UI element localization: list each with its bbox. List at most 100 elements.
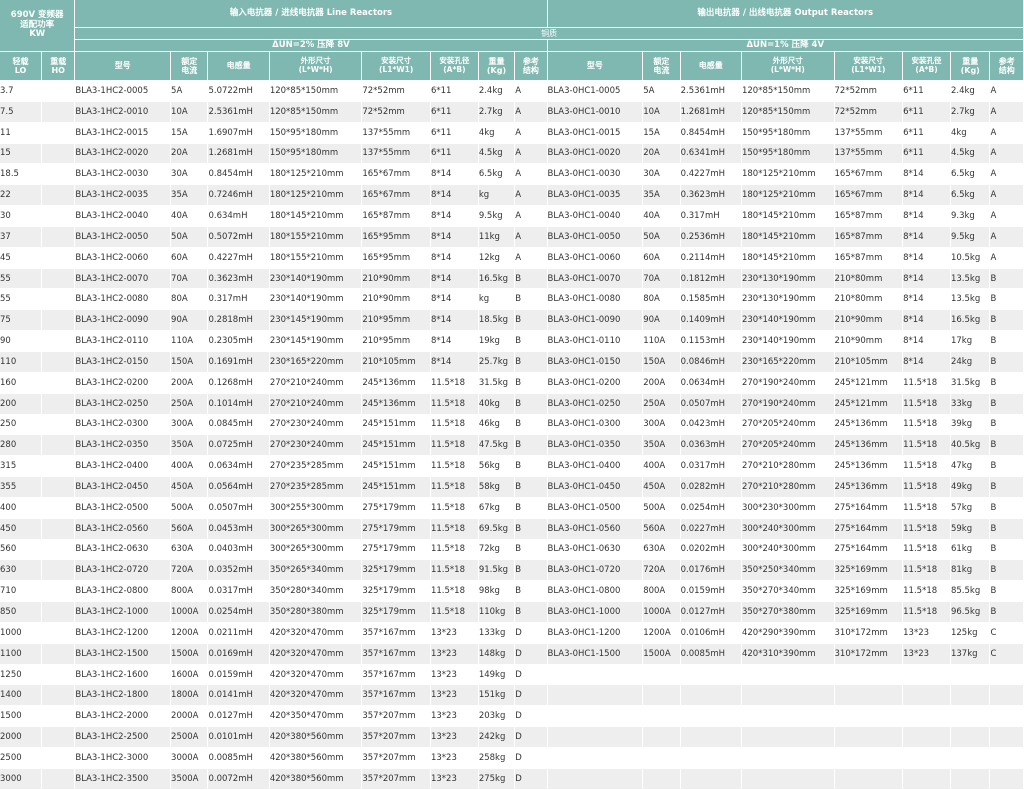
col-output-current: 额定 电流 bbox=[642, 51, 681, 81]
cell-line-weight: 67kg bbox=[478, 497, 516, 519]
cell-line-dims: 180*125*210mm bbox=[269, 163, 363, 186]
cell-line-dims: 150*95*180mm bbox=[269, 122, 363, 144]
cell-output-hole: 11.5*18 bbox=[902, 414, 951, 436]
cell-output-hole: 6*11 bbox=[902, 80, 951, 102]
cell-output-mount: 210*80mm bbox=[834, 288, 904, 311]
cell-output-mount: 310*172mm bbox=[834, 643, 904, 665]
cell-output-hole bbox=[902, 684, 951, 707]
cell-line-model: BLA3-1HC2-0005 bbox=[74, 80, 172, 102]
cell-output-dims bbox=[741, 747, 835, 769]
cell-output-dims: 120*85*150mm bbox=[741, 101, 835, 123]
cell-line-current: 3000A bbox=[170, 747, 209, 769]
cell-output-dims: 180*145*210mm bbox=[741, 205, 835, 227]
cell-light-load-kw: 250 bbox=[0, 414, 43, 436]
cell-heavy-load-kw bbox=[41, 580, 76, 603]
vfd-power-header: 690V 变频器 适配功率 KW bbox=[0, 0, 76, 52]
table-row: 3.7 BLA3-1HC2-0005 5A 5.0722mH 120*85*150mm 7… bbox=[0, 80, 1024, 102]
cell-output-inductance: 0.0227mH bbox=[680, 518, 742, 540]
cell-line-inductance: 0.0352mH bbox=[207, 559, 270, 582]
cell-output-ref: B bbox=[989, 414, 1024, 436]
cell-output-ref: B bbox=[989, 434, 1024, 457]
cell-line-current: 720A bbox=[170, 559, 209, 582]
cell-line-model: BLA3-1HC2-0720 bbox=[74, 559, 172, 582]
cell-output-model: BLA3-0HC1-0040 bbox=[547, 205, 644, 227]
cell-line-current: 200A bbox=[170, 372, 209, 394]
cell-light-load-kw: 1000 bbox=[0, 622, 43, 644]
cell-line-weight: 2.4kg bbox=[478, 80, 516, 102]
cell-output-weight: 17kg bbox=[950, 330, 991, 352]
cell-output-ref bbox=[989, 705, 1024, 728]
cell-output-inductance bbox=[680, 726, 742, 748]
cell-line-ref: A bbox=[514, 184, 548, 207]
cell-line-dims: 270*235*285mm bbox=[269, 455, 363, 478]
cell-output-dims: 120*85*150mm bbox=[741, 80, 835, 102]
cell-output-model: BLA3-0HC1-1000 bbox=[547, 601, 644, 623]
cell-line-dims: 120*85*150mm bbox=[269, 80, 363, 102]
cell-line-current: 110A bbox=[170, 330, 209, 352]
cell-line-weight: 46kg bbox=[478, 414, 516, 436]
table-row: 30 BLA3-1HC2-0040 40A 0.634mH 180*145*210mm 1… bbox=[0, 205, 1024, 227]
cell-line-mount: 72*52mm bbox=[361, 80, 431, 102]
cell-line-model: BLA3-1HC2-0015 bbox=[74, 122, 172, 144]
table-row: 1100 BLA3-1HC2-1500 1500A 0.0169mH 420*320*4… bbox=[0, 643, 1024, 665]
col-output-weight: 重量 (Kg) bbox=[950, 51, 991, 81]
cell-line-current: 1500A bbox=[170, 643, 209, 665]
cell-line-current: 70A bbox=[170, 268, 209, 290]
cell-line-weight: 11kg bbox=[478, 226, 516, 248]
cell-line-weight: 275kg bbox=[478, 768, 516, 790]
cell-line-mount: 325*179mm bbox=[361, 559, 431, 582]
cell-line-model: BLA3-1HC2-0080 bbox=[74, 288, 172, 311]
cell-output-hole bbox=[902, 664, 951, 686]
cell-line-inductance: 0.0564mH bbox=[207, 476, 270, 498]
cell-output-hole: 11.5*18 bbox=[902, 393, 951, 415]
cell-output-ref: B bbox=[989, 539, 1024, 561]
cell-line-dims: 350*280*380mm bbox=[269, 601, 363, 623]
cell-output-weight: 16.5kg bbox=[950, 309, 991, 332]
cell-output-hole: 13*23 bbox=[902, 643, 951, 665]
cell-line-weight: 4.5kg bbox=[478, 143, 516, 165]
cell-line-inductance: 0.4227mH bbox=[207, 247, 270, 269]
cell-line-ref: A bbox=[514, 101, 548, 123]
cell-output-weight: 13.5kg bbox=[950, 288, 991, 311]
cell-output-inductance: 1.2681mH bbox=[680, 101, 742, 123]
cell-line-mount: 210*95mm bbox=[361, 330, 431, 352]
cell-line-weight: 12kg bbox=[478, 247, 516, 269]
cell-line-current: 80A bbox=[170, 288, 209, 311]
cell-line-inductance: 0.634mH bbox=[207, 205, 270, 227]
cell-line-mount: 357*207mm bbox=[361, 768, 431, 790]
cell-output-dims: 350*250*340mm bbox=[741, 559, 835, 582]
cell-line-current: 1200A bbox=[170, 622, 209, 644]
cell-output-inductance: 0.0507mH bbox=[680, 393, 742, 415]
cell-line-ref: B bbox=[514, 455, 548, 478]
cell-line-inductance: 0.2305mH bbox=[207, 330, 270, 352]
cell-output-current: 5A bbox=[642, 80, 681, 102]
cell-line-weight: 40kg bbox=[478, 393, 516, 415]
cell-line-model: BLA3-1HC2-1200 bbox=[74, 622, 172, 644]
cell-light-load-kw: 7.5 bbox=[0, 101, 43, 123]
cell-line-dims: 300*265*300mm bbox=[269, 518, 363, 540]
cell-output-ref: B bbox=[989, 309, 1024, 332]
cell-line-ref: B bbox=[514, 372, 548, 394]
cell-output-model: BLA3-0HC1-0090 bbox=[547, 309, 644, 332]
cell-line-model: BLA3-1HC2-0070 bbox=[74, 268, 172, 290]
cell-line-hole: 8*14 bbox=[430, 247, 479, 269]
cell-line-mount: 275*179mm bbox=[361, 518, 431, 540]
cell-line-mount: 137*55mm bbox=[361, 143, 431, 165]
cell-light-load-kw: 55 bbox=[0, 288, 43, 311]
cell-line-hole: 11.5*18 bbox=[430, 414, 479, 436]
cell-line-mount: 137*55mm bbox=[361, 122, 431, 144]
cell-line-mount: 275*179mm bbox=[361, 539, 431, 561]
cell-line-current: 450A bbox=[170, 476, 209, 498]
cell-line-dims: 150*95*180mm bbox=[269, 143, 363, 165]
cell-line-ref: A bbox=[514, 80, 548, 102]
cell-output-mount: 245*136mm bbox=[834, 455, 904, 478]
cell-line-dims: 420*320*470mm bbox=[269, 664, 363, 686]
cell-output-model: BLA3-0HC1-0070 bbox=[547, 268, 644, 290]
cell-heavy-load-kw bbox=[41, 414, 76, 436]
cell-line-inductance: 0.0507mH bbox=[207, 497, 270, 519]
cell-line-hole: 13*23 bbox=[430, 768, 479, 790]
cell-line-model: BLA3-1HC2-2500 bbox=[74, 726, 172, 748]
cell-output-inductance: 0.0127mH bbox=[680, 601, 742, 623]
